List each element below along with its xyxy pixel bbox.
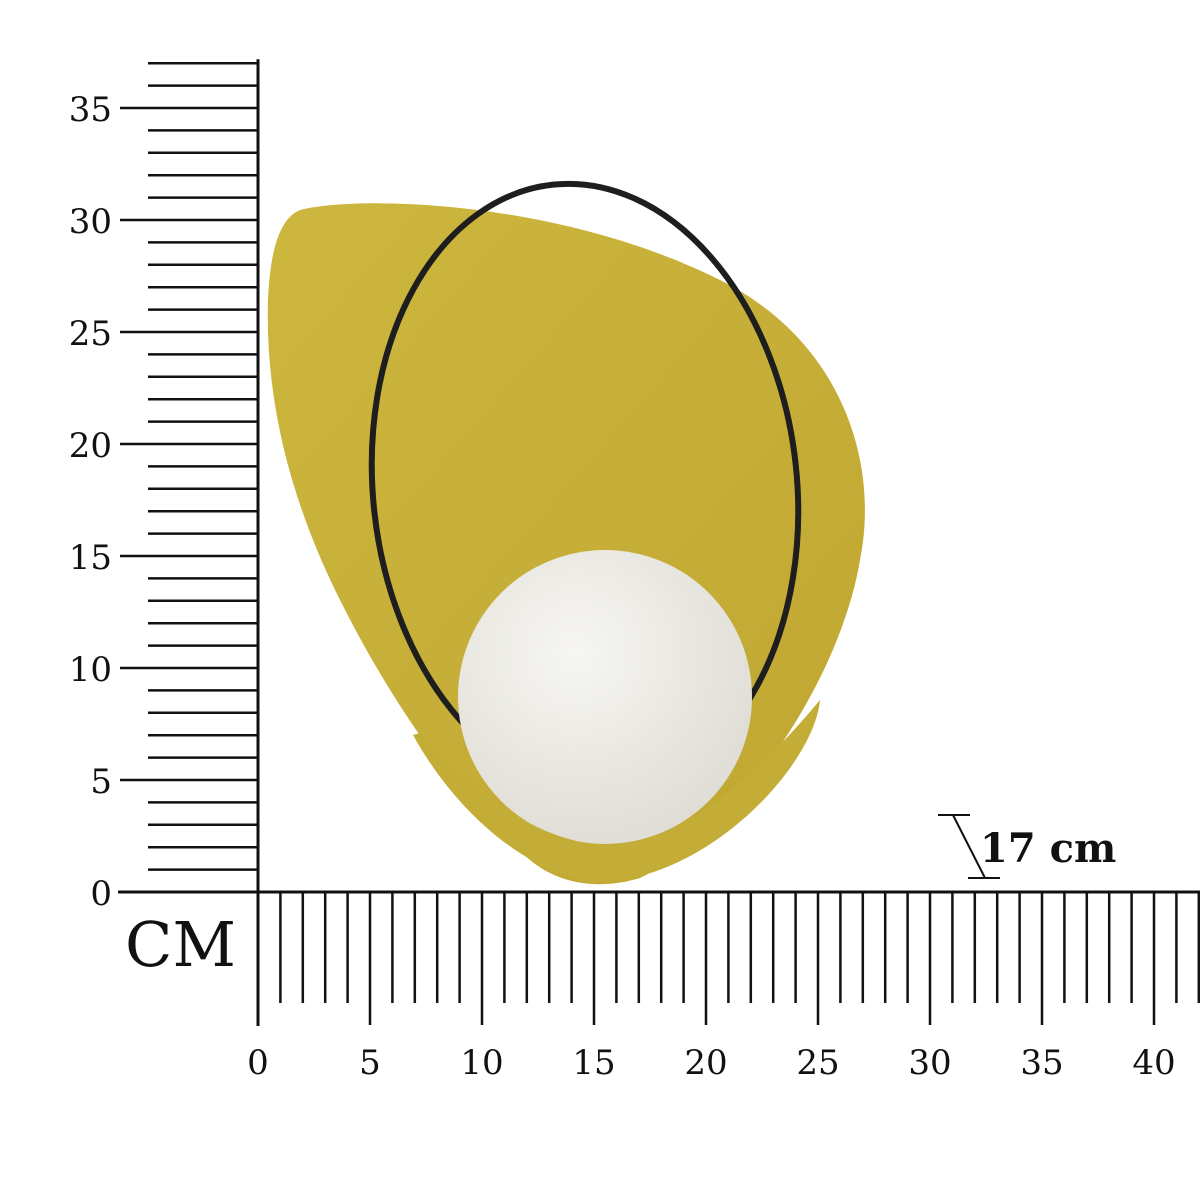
lamp-globe (458, 550, 752, 844)
depth-label: 17 cm (980, 825, 1116, 872)
horizontal-tick-label: 40 (1132, 1043, 1175, 1083)
horizontal-tick-label: 15 (572, 1043, 615, 1083)
vertical-tick-label: 5 (90, 762, 112, 802)
vertical-tick-label: 15 (69, 538, 112, 578)
vertical-tick-label: 10 (69, 650, 112, 690)
vertical-tick-label: 0 (90, 874, 112, 914)
lamp-product (267, 180, 865, 885)
horizontal-tick-label: 35 (1020, 1043, 1063, 1083)
vertical-tick-label: 30 (69, 202, 112, 242)
horizontal-tick-label: 30 (908, 1043, 951, 1083)
vertical-ruler: 0 5 10 15 20 25 30 35 (69, 59, 260, 1026)
horizontal-tick-label: 20 (684, 1043, 727, 1083)
horizontal-ruler: 0 5 10 15 20 25 30 35 40 (118, 890, 1200, 1083)
horizontal-tick-label: 10 (460, 1043, 503, 1083)
unit-label: CM (125, 908, 236, 981)
depth-dimension: 17 cm (938, 814, 1116, 879)
vertical-tick-label: 25 (69, 314, 112, 354)
horizontal-tick-label: 5 (359, 1043, 381, 1083)
vertical-tick-label: 20 (69, 426, 112, 466)
lamp-shade-lip (413, 700, 820, 883)
horizontal-tick-label: 25 (796, 1043, 839, 1083)
horizontal-tick-label: 0 (247, 1043, 269, 1083)
vertical-tick-label: 35 (69, 90, 112, 130)
